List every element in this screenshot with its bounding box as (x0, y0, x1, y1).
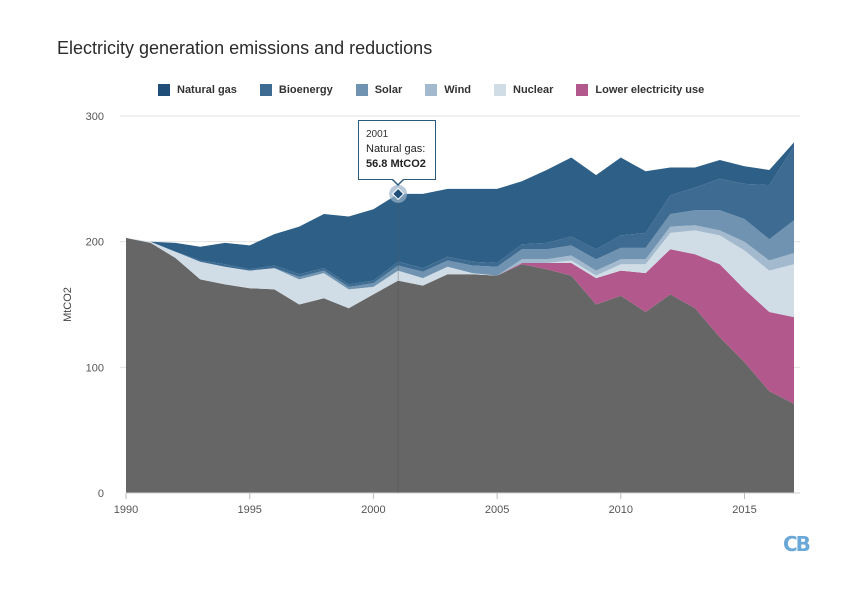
x-tick-label: 2010 (609, 504, 633, 516)
legend-item-solar[interactable]: Solar (355, 84, 403, 96)
area-nuclear (126, 230, 794, 318)
legend-swatch (425, 84, 438, 96)
y-tick-label: 0 (98, 488, 104, 500)
highlight-marker (391, 187, 405, 201)
legend-item-wind[interactable]: Wind (425, 84, 471, 96)
tooltip-series: Natural gas: (366, 143, 426, 155)
chart-legend: Natural gas Bioenergy Solar Wind Nuclear Lowe… (158, 84, 727, 96)
legend-label: Bioenergy (278, 84, 333, 96)
legend-label: Natural gas (177, 84, 237, 96)
x-tick-label: 2015 (732, 504, 756, 516)
legend-swatch (576, 84, 589, 96)
x-tick-label: 2000 (361, 504, 385, 516)
legend-swatch (494, 84, 507, 96)
tooltip-pointer (391, 178, 405, 186)
x-tick-label: 1990 (114, 504, 138, 516)
area-lower-electricity-use (126, 237, 794, 404)
area-natural-gas (126, 142, 794, 285)
area-bioenergy (126, 146, 794, 287)
carbon-brief-logo: CB (783, 532, 811, 556)
legend-item-natural-gas[interactable]: Natural gas (158, 84, 237, 96)
area-solar (126, 210, 794, 290)
tooltip-value: 56.8 MtCO2 (366, 158, 426, 170)
legend-label: Wind (444, 84, 472, 96)
x-tick-label: 1995 (237, 504, 261, 516)
legend-swatch (355, 84, 368, 96)
x-tick-label: 2005 (485, 504, 509, 516)
y-axis-label: MtCO2 (62, 287, 74, 322)
y-tick-label: 300 (86, 111, 104, 123)
chart-tooltip: 2001 Natural gas: 56.8 MtCO2 (358, 120, 436, 180)
legend-swatch (259, 84, 272, 96)
tooltip-year: 2001 (366, 129, 389, 140)
legend-label: Solar (374, 84, 403, 96)
y-tick-label: 200 (86, 237, 104, 249)
legend-item-bioenergy[interactable]: Bioenergy (259, 84, 333, 96)
legend-item-lower-electricity-use[interactable]: Lower electricity use (576, 84, 704, 96)
legend-label: Nuclear (513, 84, 554, 96)
y-tick-label: 100 (86, 362, 104, 374)
legend-item-nuclear[interactable]: Nuclear (494, 84, 553, 96)
legend-label: Lower electricity use (595, 84, 705, 96)
chart-title: Electricity generation emissions and red… (57, 38, 433, 58)
area-base (126, 237, 794, 493)
legend-swatch (158, 84, 170, 96)
